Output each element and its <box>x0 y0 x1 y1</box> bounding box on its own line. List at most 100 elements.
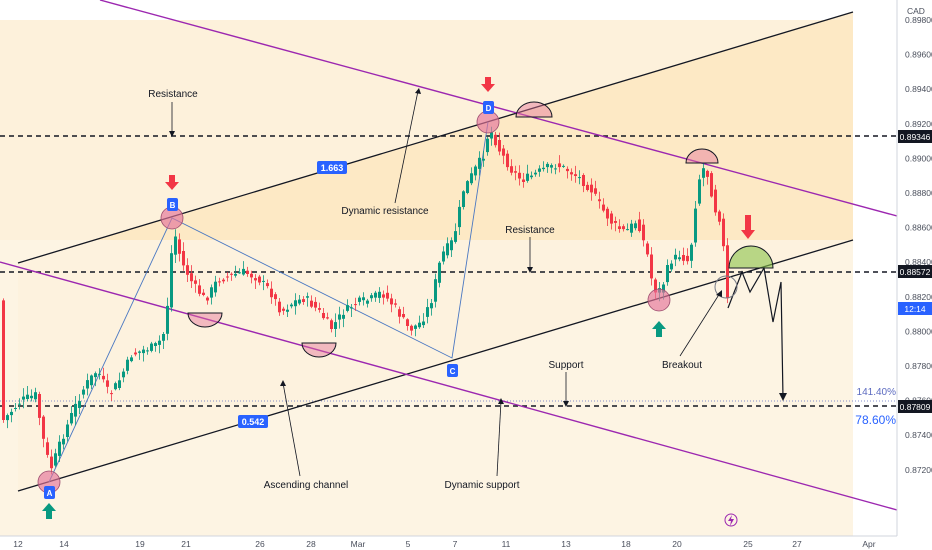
candle-body <box>306 296 309 298</box>
candle-body <box>14 408 17 409</box>
candle-body <box>590 184 593 193</box>
candle-body <box>702 168 705 178</box>
point-d-circle <box>476 110 500 134</box>
candle-body <box>218 281 221 283</box>
current-price-tag <box>898 265 932 278</box>
breakout-circle <box>714 275 738 299</box>
candle-body <box>10 411 13 416</box>
candle-body <box>474 166 477 176</box>
candle-body <box>126 359 129 371</box>
red-arrow-icon <box>741 215 755 239</box>
candle-body <box>22 396 25 400</box>
candle-body <box>54 453 57 466</box>
candle-body <box>150 343 153 351</box>
candle-body <box>690 244 693 261</box>
abcd-pattern-line <box>48 121 489 483</box>
candle-body <box>358 297 361 302</box>
candle-body <box>466 181 469 193</box>
candle-body <box>266 283 269 287</box>
candle-body <box>158 340 161 345</box>
point-d-badge <box>483 101 494 114</box>
green-arrow-icon <box>42 503 56 519</box>
arc-marker <box>515 101 553 118</box>
candle-body <box>134 352 137 355</box>
candle-body <box>138 351 141 353</box>
candle-body <box>514 171 517 173</box>
candle-body <box>454 231 457 242</box>
time-tick-label: 12 <box>13 539 23 549</box>
candle-body <box>554 168 557 170</box>
candle-body <box>130 357 133 362</box>
candle-body <box>18 403 21 405</box>
candle-body <box>94 373 97 378</box>
candle-body <box>718 211 721 222</box>
time-tick-label: 28 <box>306 539 316 549</box>
candle-body <box>582 175 585 186</box>
annotation-pointer <box>394 90 419 204</box>
candle-body <box>526 173 529 181</box>
channel-lower-line <box>17 239 854 492</box>
candle-body <box>570 172 573 175</box>
time-tick-label: Mar <box>351 539 366 549</box>
candle-body <box>490 132 493 139</box>
time-tick-label: 19 <box>135 539 145 549</box>
time-tick-label: 11 <box>502 539 511 549</box>
candle-body <box>542 167 545 170</box>
candle-body <box>106 380 109 387</box>
candle-body <box>622 226 625 230</box>
candle-body <box>66 424 69 437</box>
candle-body <box>374 292 377 298</box>
candle-body <box>194 280 197 284</box>
candle-body <box>98 373 101 375</box>
candle-body <box>418 322 421 328</box>
time-tick-label: 20 <box>672 539 682 549</box>
candle-body <box>234 273 237 276</box>
candle-body <box>574 174 577 176</box>
candle-body <box>310 300 313 307</box>
candle-body <box>198 285 201 294</box>
candle-body <box>650 254 653 279</box>
candle-body <box>34 392 37 400</box>
currency-label: CAD <box>907 6 925 16</box>
candle-body <box>634 223 637 229</box>
candle-body <box>30 395 33 399</box>
candle-body <box>638 219 641 231</box>
candle-body <box>594 188 597 194</box>
candle-body <box>170 253 173 308</box>
time-tick-label: 5 <box>406 539 411 549</box>
candle-body <box>438 262 441 283</box>
fib-786-label: 78.60% <box>855 413 896 427</box>
candle-body <box>282 308 285 311</box>
annotation-pointer <box>679 292 721 357</box>
time-tick-label: 26 <box>255 539 265 549</box>
candle-body <box>230 273 233 275</box>
candle-body <box>678 257 681 260</box>
candle-body <box>578 177 581 179</box>
candle-body <box>214 281 217 293</box>
candle-body <box>242 268 245 275</box>
candle-body <box>318 308 321 310</box>
annotation-dynamic-support: Dynamic support <box>444 480 519 491</box>
candle-body <box>222 279 225 282</box>
candle-body <box>210 287 213 298</box>
candle-body <box>74 403 77 417</box>
point-b-badge <box>167 198 178 211</box>
candle-body <box>102 375 105 380</box>
candle-body <box>710 173 713 197</box>
time-tick-label: 21 <box>181 539 191 549</box>
candle-body <box>682 255 685 261</box>
annotation-dynamic-resistance: Dynamic resistance <box>341 206 429 217</box>
candle-body <box>182 251 185 266</box>
time-tick-label: 18 <box>621 539 631 549</box>
candle-body <box>298 299 301 304</box>
candle-body <box>502 148 505 156</box>
